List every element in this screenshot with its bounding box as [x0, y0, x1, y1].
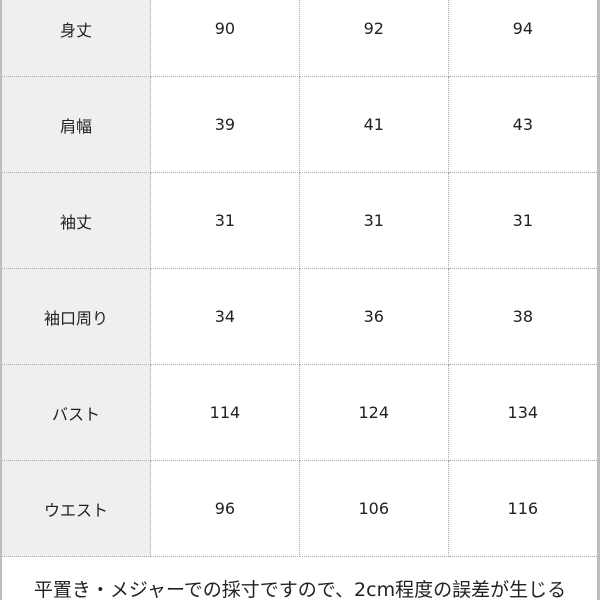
cell-value: 96 — [150, 460, 300, 557]
row-label: バスト — [2, 364, 151, 461]
row-label: 袖口周り — [2, 268, 151, 365]
cell-value: 34 — [150, 268, 300, 365]
cell-value: 41 — [299, 76, 449, 173]
cell-value: 31 — [299, 172, 449, 269]
measurement-note: 平置き・メジャーでの採寸ですので、2cm程度の誤差が生じる — [33, 579, 567, 601]
table-row: バスト 114 124 134 — [2, 364, 597, 461]
cell-value: 106 — [299, 460, 449, 557]
table-row: 身丈 90 92 94 — [2, 0, 597, 77]
cell-value: 31 — [448, 172, 597, 269]
cell-value: 36 — [299, 268, 449, 365]
cell-value: 90 — [150, 0, 300, 77]
cell-value: 43 — [448, 76, 597, 173]
table-row: 袖丈 31 31 31 — [2, 172, 597, 269]
cell-value: 31 — [150, 172, 300, 269]
table-row: ウエスト 96 106 116 — [2, 460, 597, 557]
cell-value: 92 — [299, 0, 449, 77]
table-row: 肩幅 39 41 43 — [2, 76, 597, 173]
cell-value: 38 — [448, 268, 597, 365]
row-label: 肩幅 — [2, 76, 151, 173]
table-row: 袖口周り 34 36 38 — [2, 268, 597, 365]
cell-value: 94 — [448, 0, 597, 77]
row-label: ウエスト — [2, 460, 151, 557]
size-table: 身丈 90 92 94 肩幅 39 41 43 袖丈 31 31 31 袖口周り 34 36 38 バスト 114… — [2, 0, 597, 557]
cell-value: 124 — [299, 364, 449, 461]
cell-value: 116 — [448, 460, 597, 557]
cell-value: 134 — [448, 364, 597, 461]
cell-value: 114 — [150, 364, 300, 461]
row-label: 身丈 — [2, 0, 151, 77]
cell-value: 39 — [150, 76, 300, 173]
row-label: 袖丈 — [2, 172, 151, 269]
